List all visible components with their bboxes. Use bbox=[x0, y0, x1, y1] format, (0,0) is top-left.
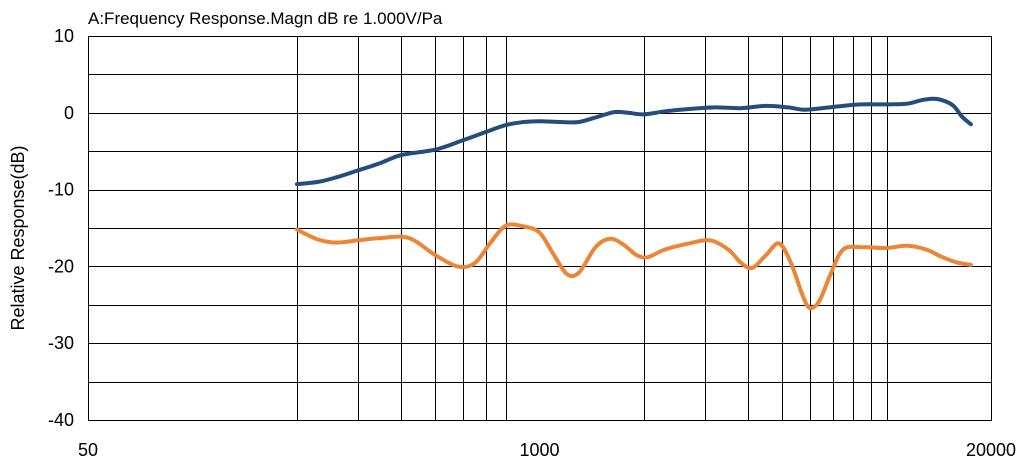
series-line-2 bbox=[294, 222, 973, 311]
chart-title: A:Frequency Response.Magn dB re 1.000V/P… bbox=[88, 9, 443, 28]
y-tick-label: -40 bbox=[48, 410, 74, 430]
series-layer bbox=[294, 96, 973, 311]
x-tick-label: 50 bbox=[78, 440, 98, 460]
grid bbox=[88, 36, 991, 421]
y-tick-label: -10 bbox=[48, 180, 74, 200]
y-axis-label: Relative Response(dB) bbox=[8, 145, 28, 330]
series-line-1 bbox=[294, 96, 973, 187]
plot-frame bbox=[88, 36, 992, 421]
y-tick-label: 0 bbox=[64, 103, 74, 123]
y-tick-label: 10 bbox=[54, 26, 74, 46]
x-tick-label: 20000 bbox=[966, 440, 1016, 460]
x-tick-label: 1000 bbox=[519, 440, 559, 460]
y-tick-label: -30 bbox=[48, 333, 74, 353]
y-tick-label: -20 bbox=[48, 256, 74, 276]
